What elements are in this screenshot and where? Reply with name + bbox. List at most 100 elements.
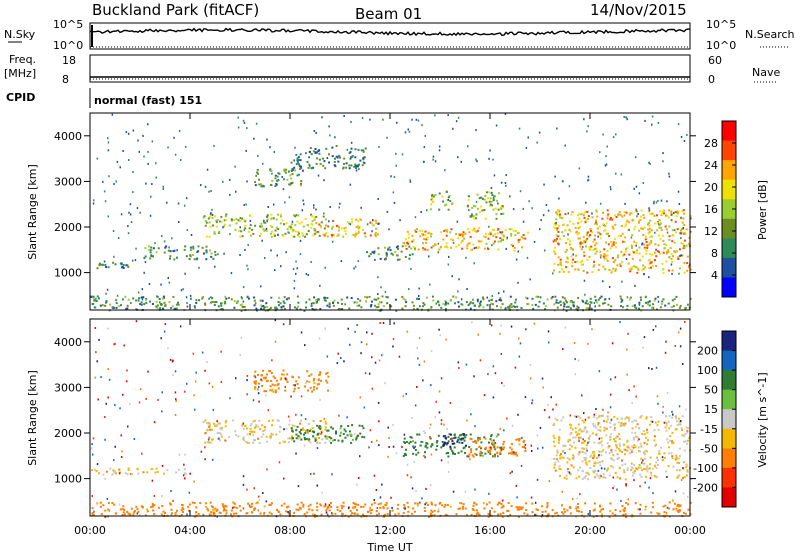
power-cell (434, 194, 437, 196)
power-colorbar-tick-label: 12 (704, 225, 718, 238)
velocity-cell (153, 495, 156, 497)
power-cell (575, 308, 578, 311)
velocity-cell (171, 512, 174, 515)
velocity-cell (518, 443, 521, 446)
velocity-cell (317, 383, 320, 386)
power-cell (649, 162, 651, 165)
velocity-cell (364, 503, 367, 506)
power-cell (648, 227, 651, 230)
velocity-cell (133, 438, 136, 440)
power-cell (430, 233, 433, 236)
power-cell (243, 305, 246, 308)
velocity-cell (239, 353, 241, 356)
velocity-cell (444, 436, 447, 439)
power-cell (126, 264, 129, 267)
power-cell (147, 162, 149, 165)
power-cell (217, 253, 219, 256)
power-cell (648, 231, 651, 233)
velocity-cell (405, 448, 407, 451)
power-cell (680, 216, 682, 219)
power-cell (582, 235, 585, 238)
power-cell (348, 307, 351, 310)
power-cell (670, 219, 673, 222)
power-cell (292, 267, 295, 270)
power-cell (605, 232, 608, 235)
power-cell (261, 299, 264, 302)
power-cell (277, 228, 280, 230)
velocity-cell (609, 436, 611, 439)
power-cell (254, 302, 257, 305)
velocity-cell (262, 376, 265, 379)
velocity-cell (476, 511, 479, 514)
velocity-cell (556, 419, 559, 422)
velocity-cell (655, 366, 658, 369)
power-cell (604, 254, 607, 257)
power-colorbar-segment (722, 218, 736, 239)
velocity-cell (260, 374, 263, 377)
power-cell (505, 247, 507, 250)
velocity-cell (656, 456, 658, 459)
velocity-cell (470, 413, 472, 416)
power-colorbar-segment (722, 179, 736, 200)
velocity-cell (630, 466, 633, 469)
velocity-cell (191, 501, 194, 504)
velocity-cell (630, 469, 633, 471)
power-cell (500, 213, 503, 215)
velocity-cell (576, 497, 578, 500)
velocity-cell (626, 469, 629, 471)
velocity-cell (653, 465, 656, 468)
power-cell (412, 308, 415, 311)
power-cell (387, 247, 390, 250)
power-cell (654, 297, 657, 300)
velocity-cell (636, 468, 639, 471)
power-cell (632, 218, 635, 221)
power-cell (638, 220, 640, 223)
power-cell (640, 209, 643, 212)
velocity-cell (151, 505, 154, 508)
velocity-cell (444, 503, 447, 506)
power-cell (478, 197, 481, 200)
power-cell (671, 229, 674, 232)
velocity-cell (682, 492, 685, 495)
velocity-cell (490, 439, 493, 442)
velocity-cell (318, 437, 321, 439)
velocity-cell (107, 368, 109, 370)
power-cell (445, 203, 448, 206)
velocity-cell (253, 431, 256, 434)
power-cell (572, 258, 574, 261)
power-cell (140, 296, 143, 299)
velocity-cell (246, 433, 249, 436)
power-cell (430, 306, 433, 308)
velocity-cell (422, 379, 424, 382)
velocity-cell (182, 508, 185, 511)
power-cell (497, 292, 500, 295)
velocity-cell (340, 357, 342, 359)
power-cell (644, 266, 646, 269)
velocity-cell (633, 419, 636, 422)
power-cell (623, 240, 626, 243)
power-cell (421, 229, 424, 232)
velocity-cell (671, 442, 674, 445)
power-cell (604, 229, 607, 232)
power-cell (209, 225, 212, 228)
velocity-cell (555, 403, 557, 406)
power-cell (288, 231, 290, 234)
velocity-cell (650, 471, 652, 474)
velocity-cell (501, 448, 504, 451)
power-cell (608, 235, 611, 238)
velocity-cell (415, 490, 417, 492)
power-cell (591, 271, 594, 273)
power-cell (368, 255, 371, 258)
velocity-cell (494, 441, 497, 444)
velocity-cell (583, 457, 586, 459)
velocity-cell (679, 447, 681, 450)
velocity-cell (260, 378, 262, 381)
velocity-cell (208, 441, 211, 444)
power-cell (336, 234, 339, 237)
power-cell (682, 227, 685, 229)
power-cell (628, 228, 630, 231)
velocity-cell (509, 446, 512, 449)
power-cell (607, 232, 610, 235)
velocity-cell (283, 428, 285, 431)
power-cell (362, 150, 365, 153)
